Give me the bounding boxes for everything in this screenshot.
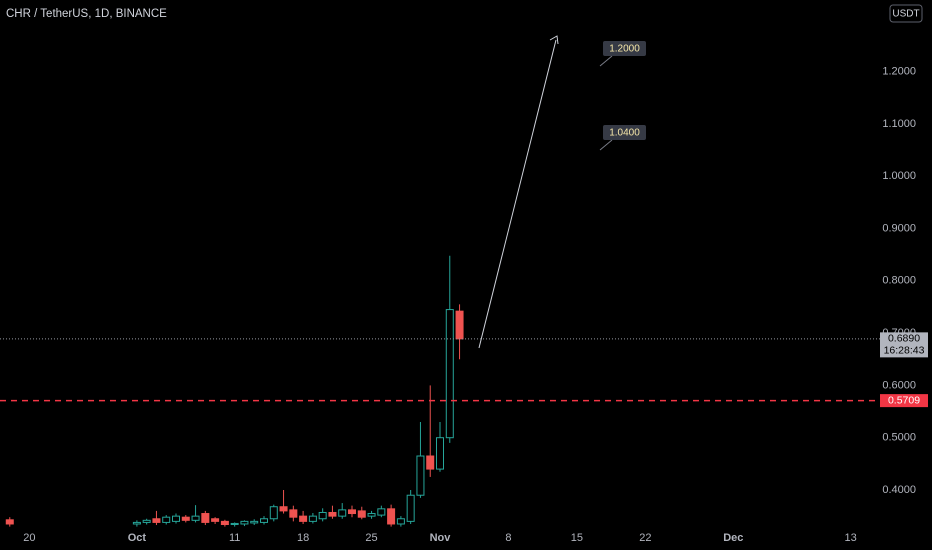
y-tick-label: 0.9000 (882, 222, 916, 234)
x-tick-label: 8 (505, 532, 511, 544)
x-tick-label: 15 (571, 532, 583, 544)
candle-body (132, 521, 141, 525)
callout-box (603, 125, 646, 140)
x-tick-label: 18 (297, 532, 309, 544)
price-label: 0.5709 (888, 394, 920, 406)
candle-body (367, 513, 376, 517)
y-tick-label: 0.6000 (882, 379, 916, 391)
price-label-box (880, 332, 928, 358)
callout-box (603, 41, 646, 56)
price-label: 0.6890 (888, 333, 920, 345)
candle-body (260, 518, 268, 523)
candle-body (250, 520, 259, 524)
candle-body (299, 515, 308, 522)
x-tick-label: 22 (639, 532, 651, 544)
candle-body (152, 518, 161, 523)
candle-body (455, 310, 464, 340)
candle-body (436, 437, 444, 470)
candle-body (162, 516, 171, 523)
candle-body (269, 506, 278, 520)
countdown: 16:28:43 (884, 345, 925, 357)
candle-body (348, 509, 356, 515)
candle-body (201, 513, 210, 523)
candle-body (191, 515, 200, 521)
chart-title: CHR / TetherUS, 1D, BINANCE (6, 8, 167, 20)
x-tick-label: 11 (229, 532, 240, 544)
candle-body (426, 455, 435, 470)
candle-body (289, 509, 298, 518)
currency-box[interactable] (889, 4, 923, 23)
candle-body (445, 309, 454, 439)
candle-body (5, 519, 14, 525)
candle-body (396, 518, 405, 525)
candle-body (318, 511, 327, 520)
x-tick-label: Oct (128, 532, 147, 544)
candle-body (308, 515, 317, 522)
callout-text: 1.0400 (609, 128, 640, 139)
y-tick-label: 1.1000 (882, 118, 916, 130)
x-tick-label: 20 (23, 532, 35, 544)
candle-body (220, 520, 229, 526)
candle-body (357, 510, 366, 518)
x-tick-label: Nov (430, 532, 452, 544)
candle-body (279, 506, 288, 512)
callout-text: 1.2000 (609, 44, 640, 55)
candle-body (377, 508, 386, 516)
x-tick-label: 25 (365, 532, 377, 544)
price-label-box (880, 394, 928, 408)
y-tick-label: 0.5000 (882, 432, 916, 444)
candle-body (406, 494, 415, 522)
y-tick-label: 0.8000 (882, 275, 916, 287)
y-tick-label: 0.4000 (882, 484, 916, 496)
x-tick-label: Dec (723, 532, 743, 544)
candle-body (387, 508, 396, 525)
currency[interactable]: USDT (892, 9, 919, 20)
candle-body (240, 520, 249, 525)
y-tick-label: 1.2000 (882, 66, 916, 78)
callout-pointer (599, 139, 613, 151)
y-tick-label: 1.0000 (882, 170, 916, 182)
candle-body (181, 516, 190, 521)
candle-body (142, 519, 151, 523)
arrow-head (549, 35, 559, 45)
candle-body (416, 455, 425, 496)
candle-body (230, 522, 239, 526)
candle-body (338, 509, 347, 517)
arrow-line (478, 39, 557, 349)
candle-body (172, 515, 180, 522)
callout-pointer (599, 55, 613, 67)
candle-body (328, 511, 337, 517)
candle-body (211, 518, 220, 522)
x-tick-label: 13 (845, 532, 857, 544)
